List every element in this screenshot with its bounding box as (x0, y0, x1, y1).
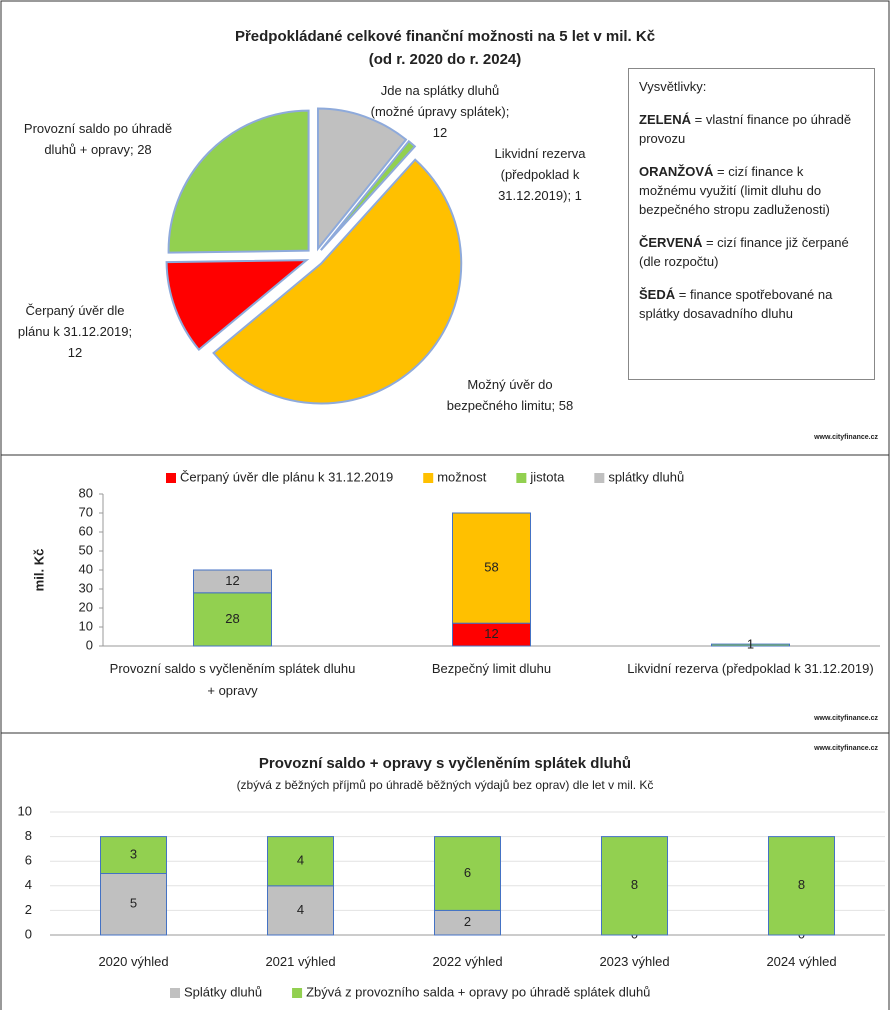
note-text: = cizí finance k možnému využití (limit … (639, 164, 830, 217)
x-tick-label: 2020 výhled (98, 954, 168, 969)
legend-swatch (292, 988, 303, 998)
legend-box: Vysvětlivky: ZELENÁ = vlastní finance po… (628, 68, 875, 380)
bar-segment (267, 885, 334, 936)
bar-segment (711, 643, 790, 647)
legend-label: jistota (529, 469, 565, 484)
data-label: Likvidní rezerva (předpoklad k 31.12.2019)… (494, 146, 586, 203)
y-tick-label: 50 (79, 542, 93, 557)
pie-slice (320, 139, 417, 251)
legend-swatch (423, 473, 434, 483)
pie-slice (316, 107, 408, 252)
legend-label: Zbývá z provozního salda + opravy po úhr… (306, 984, 650, 999)
source: www.cityfinance.cz (813, 715, 878, 722)
x-tick-label: Provozní saldo s vyčleněním splátek dluh… (110, 661, 356, 698)
note-text: = finance spotřebované na splátky dosava… (639, 287, 833, 321)
data-label: Provozní saldo po úhradě dluhů + opravy; … (24, 121, 172, 157)
x-tick-label: 2021 výhled (265, 954, 335, 969)
pie-slice (165, 259, 310, 352)
source: www.cityfinance.cz (813, 434, 878, 441)
bar-segment (452, 512, 531, 624)
bar-segment (768, 836, 835, 936)
data-label: 8 (631, 877, 638, 892)
legend-swatch (594, 473, 605, 483)
bar-segment (434, 909, 501, 936)
y-axis-label: mil. Kč (31, 549, 46, 592)
data-label: 12 (225, 573, 239, 588)
y-tick-label: 4 (25, 877, 32, 892)
legend-label: splátky dluhů (608, 469, 684, 484)
source: www.cityfinance.cz (813, 745, 878, 752)
panel (0, 732, 890, 1010)
bar-segment (434, 836, 501, 911)
y-tick-label: 30 (79, 580, 93, 595)
x-tick-label: 2022 výhled (432, 954, 502, 969)
y-tick-label: 0 (86, 637, 93, 652)
chart-title: Předpokládané celkové finanční možnosti … (235, 28, 655, 45)
data-label: Možný úvěr do bezpečného limitu; 58 (447, 377, 573, 413)
chart-subtitle: (od r. 2020 do r. 2024) (369, 51, 522, 68)
data-label: 2 (464, 914, 471, 929)
y-tick-label: 6 (25, 853, 32, 868)
y-tick-label: 70 (79, 504, 93, 519)
note-text: = cizí finance již čerpané (dle rozpočtu… (639, 235, 849, 269)
legend-label: Splátky dluhů (184, 984, 262, 999)
y-tick-label: 8 (25, 828, 32, 843)
data-label: Jde na splátky dluhů (možné úpravy spláte… (371, 83, 510, 140)
legend-swatch (166, 473, 176, 483)
chart-subtitle: (zbývá z běžných příjmů po úhradě běžnýc… (237, 778, 654, 792)
x-tick-label: Bezpečný limit dluhu (432, 661, 551, 676)
bar-segment (193, 592, 272, 647)
bar-segment (100, 836, 167, 874)
y-tick-label: 80 (79, 485, 93, 500)
data-label: 58 (484, 560, 498, 575)
data-label: 3 (130, 846, 137, 861)
legend-swatch (170, 988, 180, 998)
x-tick-label: 2024 výhled (766, 954, 836, 969)
legend-label: Čerpaný úvěr dle plánu k 31.12.2019 (180, 469, 393, 484)
y-tick-label: 20 (79, 599, 93, 614)
chart-title: Provozní saldo + opravy s vyčleněním spl… (259, 755, 631, 772)
note: ČERVENÁ = cizí finance již čerpané (dle … (639, 233, 864, 271)
x-tick-label: Likvidní rezerva (předpoklad k 31.12.201… (627, 661, 873, 676)
data-label: 4 (297, 853, 304, 868)
note: ORANŽOVÁ = cizí finance k možnému využit… (639, 162, 864, 219)
legend-label: možnost (437, 469, 487, 484)
note: ŠEDÁ = finance spotřebované na splátky d… (639, 285, 864, 323)
y-tick-label: 2 (25, 902, 32, 917)
pie-slice (167, 109, 310, 254)
data-label: 12 (484, 626, 498, 641)
legend-swatch (516, 473, 527, 483)
notes-title: Vysvětlivky: (639, 79, 707, 94)
y-tick-label: 40 (79, 561, 93, 576)
x-tick-label: 2023 výhled (599, 954, 669, 969)
note-text: = vlastní finance po úhradě provozu (639, 112, 852, 146)
y-tick-label: 10 (18, 803, 32, 818)
note-key: ČERVENÁ (639, 235, 703, 250)
data-label: 1 (747, 636, 754, 651)
panel (0, 454, 890, 734)
bar-segment (193, 569, 272, 594)
data-label: 8 (798, 877, 805, 892)
note: ZELENÁ = vlastní finance po úhradě provo… (639, 110, 864, 148)
y-tick-label: 10 (79, 618, 93, 633)
note-key: ZELENÁ (639, 112, 691, 127)
data-label: 6 (464, 865, 471, 880)
data-label: Čerpaný úvěr dle plánu k 31.12.2019; 12 (18, 303, 132, 360)
bar-segment (601, 836, 668, 936)
bar-segment (100, 873, 167, 936)
y-tick-label: 0 (25, 926, 32, 941)
y-tick-label: 60 (79, 523, 93, 538)
note-key: ORANŽOVÁ (639, 164, 714, 179)
bar-segment (267, 836, 334, 887)
note-key: ŠEDÁ (639, 287, 676, 302)
data-label: 4 (297, 902, 304, 917)
data-label: 28 (225, 611, 239, 626)
pie-slice (212, 158, 463, 405)
data-label: 5 (130, 896, 137, 911)
